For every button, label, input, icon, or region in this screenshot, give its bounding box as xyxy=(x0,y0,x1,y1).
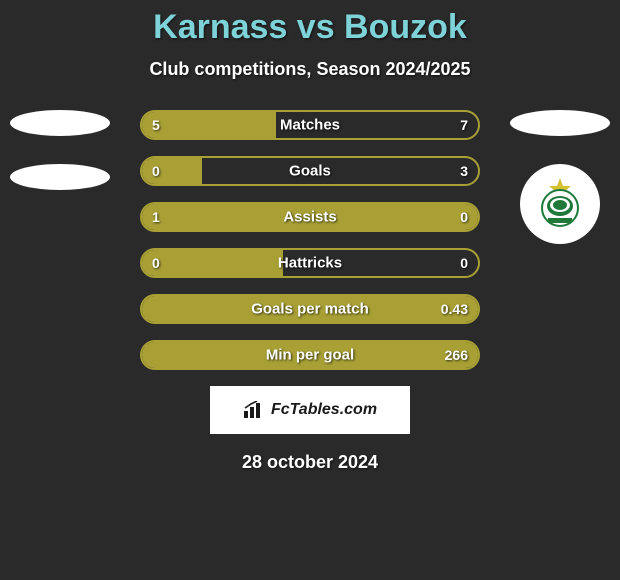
club-badge xyxy=(520,164,600,244)
stat-row: 0 Goals 3 xyxy=(140,156,480,186)
stat-value-right: 0 xyxy=(460,255,468,271)
page-title: Karnass vs Bouzok xyxy=(0,0,620,47)
bar-fill-left xyxy=(142,112,276,138)
stat-label: Goals per match xyxy=(251,301,369,318)
stat-value-left: 0 xyxy=(152,163,160,179)
stat-label: Min per goal xyxy=(266,347,354,364)
chart-icon xyxy=(243,401,265,419)
stat-row: Goals per match 0.43 xyxy=(140,294,480,324)
right-player-badge-area xyxy=(510,110,610,244)
stat-value-left: 5 xyxy=(152,117,160,133)
stat-bars: 5 Matches 7 0 Goals 3 1 Assists 0 0 Hattricks 0 Goal… xyxy=(140,110,480,370)
bar-fill-left xyxy=(142,250,283,276)
stat-value-left: 1 xyxy=(152,209,160,225)
stat-value-right: 7 xyxy=(460,117,468,133)
brand-text: FcTables.com xyxy=(271,401,377,419)
stat-value-right: 0.43 xyxy=(441,301,468,317)
stat-label: Goals xyxy=(289,163,331,180)
stat-row: 5 Matches 7 xyxy=(140,110,480,140)
stat-row: Min per goal 266 xyxy=(140,340,480,370)
stat-label: Hattricks xyxy=(278,255,342,272)
stat-value-right: 0 xyxy=(460,209,468,225)
comparison-content: 5 Matches 7 0 Goals 3 1 Assists 0 0 Hattricks 0 Goal… xyxy=(0,110,620,473)
stat-value-left: 0 xyxy=(152,255,160,271)
club-crest-icon xyxy=(530,174,590,234)
stat-row: 1 Assists 0 xyxy=(140,202,480,232)
left-player-badge-area xyxy=(10,110,110,218)
stat-row: 0 Hattricks 0 xyxy=(140,248,480,278)
brand-footer: FcTables.com xyxy=(210,386,410,434)
left-ellipse-1 xyxy=(10,110,110,136)
stat-label: Assists xyxy=(283,209,336,226)
left-ellipse-2 xyxy=(10,164,110,190)
right-ellipse-1 xyxy=(510,110,610,136)
footer-date: 28 october 2024 xyxy=(0,452,620,473)
stat-label: Matches xyxy=(280,117,340,134)
stat-value-right: 266 xyxy=(445,347,468,363)
stat-value-right: 3 xyxy=(460,163,468,179)
page-subtitle: Club competitions, Season 2024/2025 xyxy=(0,59,620,80)
